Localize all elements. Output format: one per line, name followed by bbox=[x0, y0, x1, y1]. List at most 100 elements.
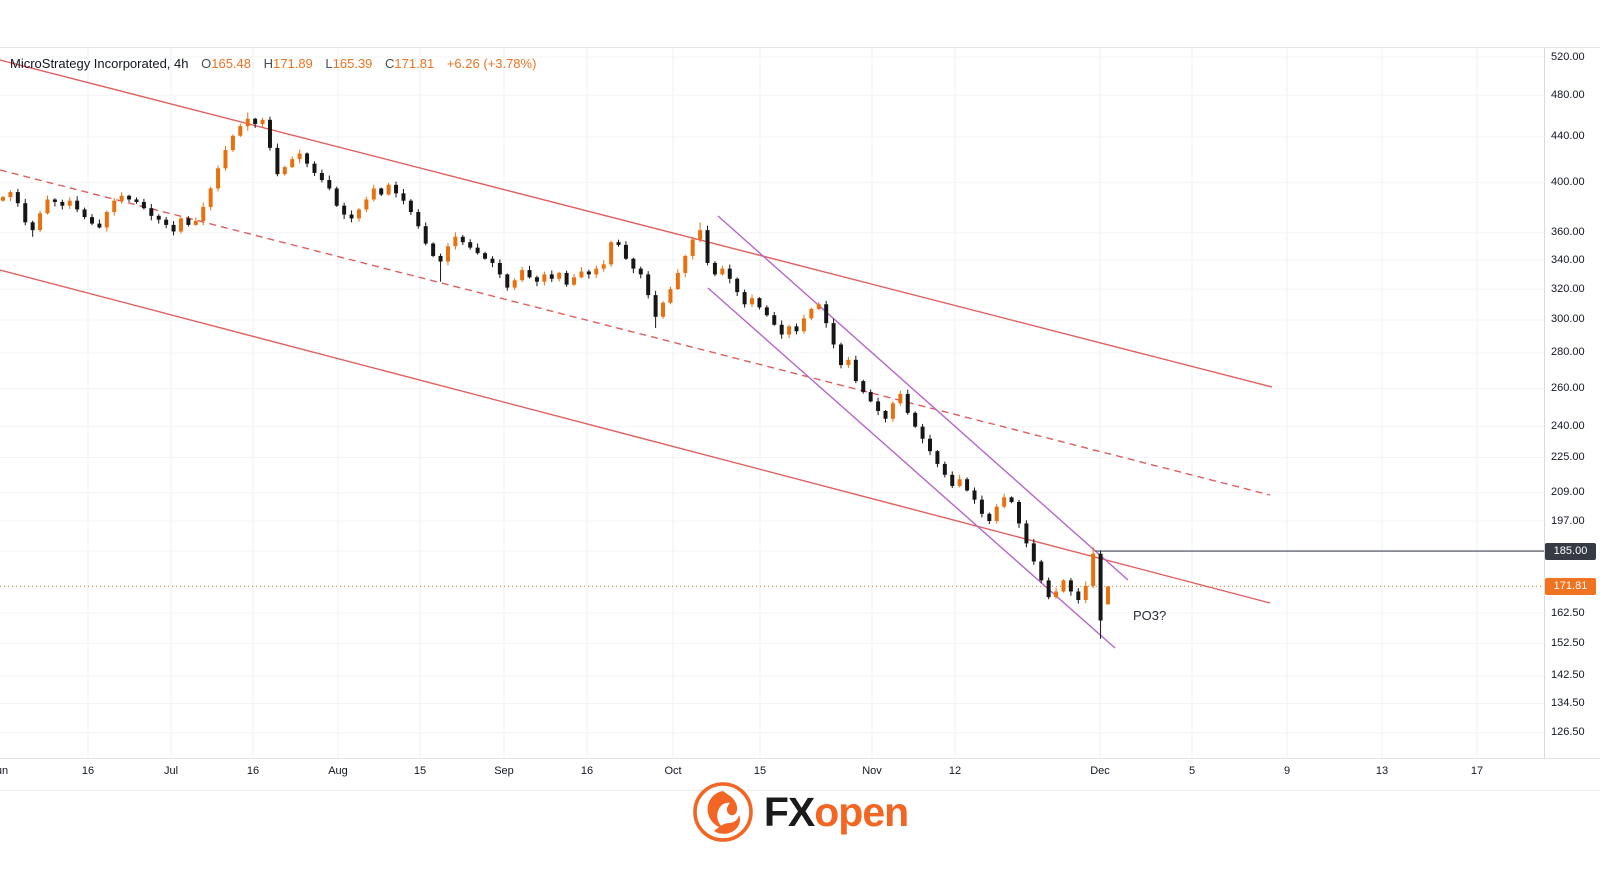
candle-down bbox=[82, 209, 87, 218]
time-tick-label: 15 bbox=[753, 765, 767, 777]
candle-up bbox=[371, 188, 376, 200]
candle-down bbox=[275, 147, 280, 175]
candle-down bbox=[727, 268, 732, 279]
time-tick-label: Jul bbox=[163, 765, 179, 777]
candle-down bbox=[646, 274, 651, 296]
candle-up bbox=[119, 195, 124, 201]
trendline-steep-channel-right bbox=[717, 215, 1129, 581]
candle-down bbox=[23, 203, 28, 223]
candle-down bbox=[935, 451, 940, 464]
candle-down bbox=[527, 270, 532, 278]
price-tick-label: 260.00 bbox=[1551, 381, 1585, 394]
candle-up bbox=[890, 403, 895, 419]
candle-down bbox=[1098, 553, 1103, 621]
candle-up bbox=[750, 298, 755, 305]
candle-down bbox=[342, 205, 347, 215]
candle-up bbox=[1, 196, 5, 201]
candle-up bbox=[230, 135, 235, 151]
candle-up bbox=[260, 119, 265, 125]
time-tick-label: 13 bbox=[1375, 765, 1389, 777]
candle-down bbox=[408, 200, 413, 213]
candle-down bbox=[839, 344, 844, 366]
price-tick-label: 400.00 bbox=[1551, 175, 1585, 188]
price-tick-label: 197.00 bbox=[1551, 514, 1585, 527]
current-price-badge: 171.81 bbox=[1545, 577, 1596, 595]
candle-down bbox=[460, 236, 465, 243]
candle-down bbox=[1024, 523, 1029, 544]
candle-down bbox=[712, 262, 717, 275]
fxopen-wordmark: FXopen bbox=[764, 782, 909, 842]
candle-down bbox=[416, 212, 421, 227]
candle-up bbox=[38, 213, 43, 231]
candle-down bbox=[972, 490, 977, 500]
price-tick-label: 209.00 bbox=[1551, 486, 1585, 499]
candle-up bbox=[601, 264, 606, 269]
fxopen-logo: FXopen bbox=[0, 779, 1600, 845]
candlestick-chart[interactable] bbox=[0, 0, 1600, 792]
candle-up bbox=[356, 209, 361, 219]
time-axis-separator bbox=[0, 758, 1600, 759]
candle-down bbox=[89, 217, 94, 224]
candle-up bbox=[594, 268, 599, 275]
candle-up bbox=[1083, 585, 1088, 601]
candle-up bbox=[809, 308, 814, 319]
candle-up bbox=[290, 159, 295, 168]
time-tick-label: 15 bbox=[413, 765, 427, 777]
candle-up bbox=[223, 150, 228, 169]
high-label: H bbox=[263, 56, 274, 71]
candle-up bbox=[683, 255, 688, 273]
trendline-channel-bottom bbox=[0, 269, 1271, 604]
po3-annotation[interactable]: PO3? bbox=[1133, 608, 1167, 623]
candle-down bbox=[564, 272, 569, 285]
price-tick-label: 340.00 bbox=[1551, 253, 1585, 266]
candle-down bbox=[401, 193, 406, 201]
candle-down bbox=[349, 214, 354, 219]
price-tick-label: 126.50 bbox=[1551, 726, 1585, 739]
candle-up bbox=[297, 153, 302, 160]
candle-down bbox=[149, 208, 154, 216]
candle-down bbox=[623, 244, 628, 259]
candle-down bbox=[735, 278, 740, 293]
candle-up bbox=[675, 272, 680, 290]
candle-up bbox=[445, 246, 450, 262]
candle-down bbox=[942, 463, 947, 475]
time-tick-label: 5 bbox=[1188, 765, 1196, 777]
candle-down bbox=[549, 274, 554, 279]
candle-up bbox=[579, 271, 584, 278]
candle-down bbox=[1076, 591, 1081, 601]
candle-down bbox=[186, 218, 191, 225]
candle-up bbox=[1002, 497, 1007, 507]
candle-down bbox=[483, 253, 488, 259]
candle-up bbox=[245, 118, 250, 127]
symbol-title[interactable]: MicroStrategy Incorporated, 4h bbox=[10, 56, 189, 71]
low-value: 165.39 bbox=[332, 56, 373, 71]
candle-down bbox=[920, 426, 925, 439]
candle-up bbox=[698, 230, 703, 240]
candle-up bbox=[720, 268, 725, 275]
candle-up bbox=[216, 168, 221, 189]
widget-bottom-border bbox=[0, 790, 1600, 791]
candle-up bbox=[201, 206, 206, 221]
candle-down bbox=[379, 188, 384, 195]
candle-down bbox=[1031, 543, 1036, 562]
candle-down bbox=[60, 201, 65, 206]
chart-top-border bbox=[0, 47, 1600, 48]
candle-down bbox=[319, 172, 324, 181]
candle-down bbox=[831, 323, 836, 345]
candle-down bbox=[15, 192, 20, 204]
time-tick-label: un bbox=[0, 765, 9, 777]
candle-up bbox=[1105, 586, 1110, 605]
candle-down bbox=[423, 226, 428, 244]
candle-down bbox=[534, 277, 539, 282]
logo-text-open: open bbox=[814, 789, 909, 835]
candle-up bbox=[898, 393, 903, 404]
time-tick-label: Dec bbox=[1090, 765, 1110, 777]
candle-up bbox=[572, 277, 577, 285]
candle-down bbox=[853, 359, 858, 382]
candle-up bbox=[453, 236, 458, 247]
close-value: 171.81 bbox=[394, 56, 435, 71]
candle-up bbox=[8, 192, 13, 197]
candle-down bbox=[305, 153, 310, 164]
candle-up bbox=[112, 200, 117, 213]
candle-down bbox=[824, 304, 829, 324]
